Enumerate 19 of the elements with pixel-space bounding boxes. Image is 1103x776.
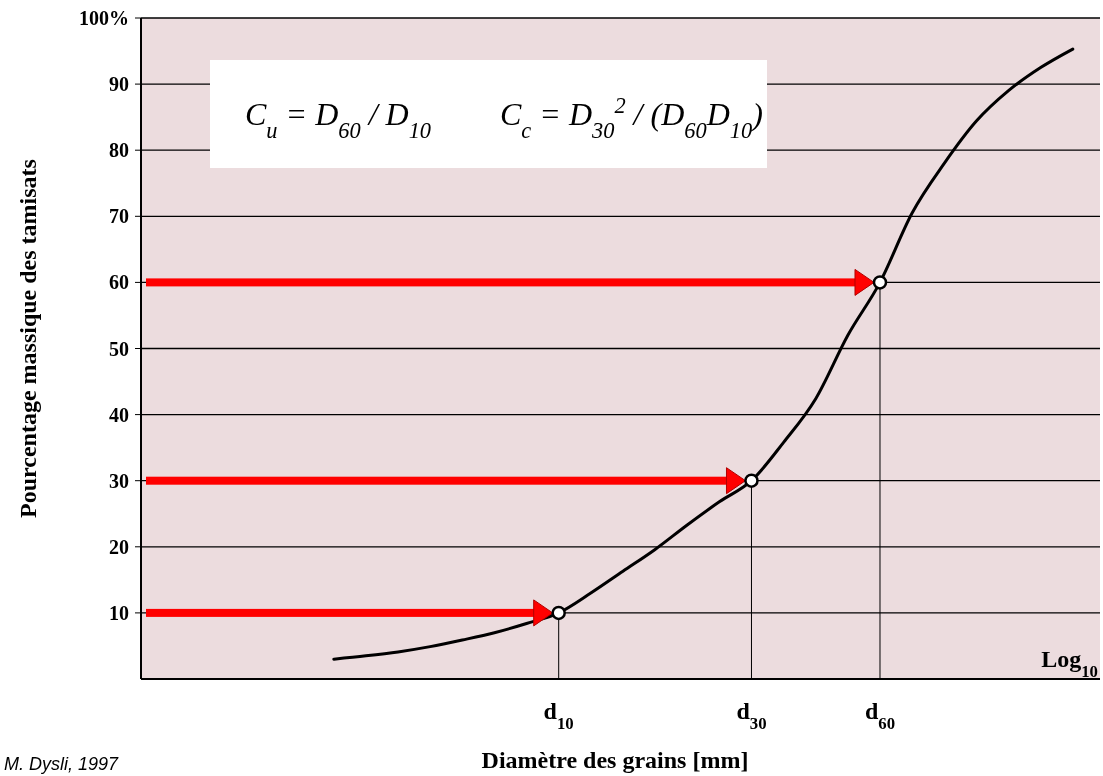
y-tick-label: 100% (79, 7, 129, 29)
y-tick-label: 20 (109, 535, 129, 558)
x-tick-label: d$_{10}$ (543, 698, 574, 733)
y-axis-title: Pourcentage massique des tamisats (15, 159, 41, 518)
x-tick-label: d$_{30}$ (736, 698, 767, 733)
x-tick-label: d$_{60}$ (864, 698, 896, 733)
text: C$_{c}$ = D$_{30}$$^{2}$ / (D$_{60}$D$_{10}$) (500, 92, 763, 143)
y-tick-label: 60 (109, 271, 129, 294)
annotation: Log$_{10}$ (1041, 646, 1098, 681)
y-tick-label: 40 (109, 403, 129, 426)
x-axis-title: Diamètre des grains [mm] (481, 747, 749, 773)
y-tick-label: 80 (109, 139, 129, 162)
annotation: C$_{u}$ = D$_{60}$ / D$_{10}$ (245, 96, 432, 143)
text: M. Dysli, 1997 (4, 754, 120, 774)
y-tick-label: 50 (109, 337, 129, 360)
y-tick-label: 30 (109, 469, 129, 492)
y-tick-label: 70 (109, 205, 129, 228)
y-tick-label: 90 (109, 73, 129, 96)
y-tick-label: 10 (109, 601, 129, 624)
